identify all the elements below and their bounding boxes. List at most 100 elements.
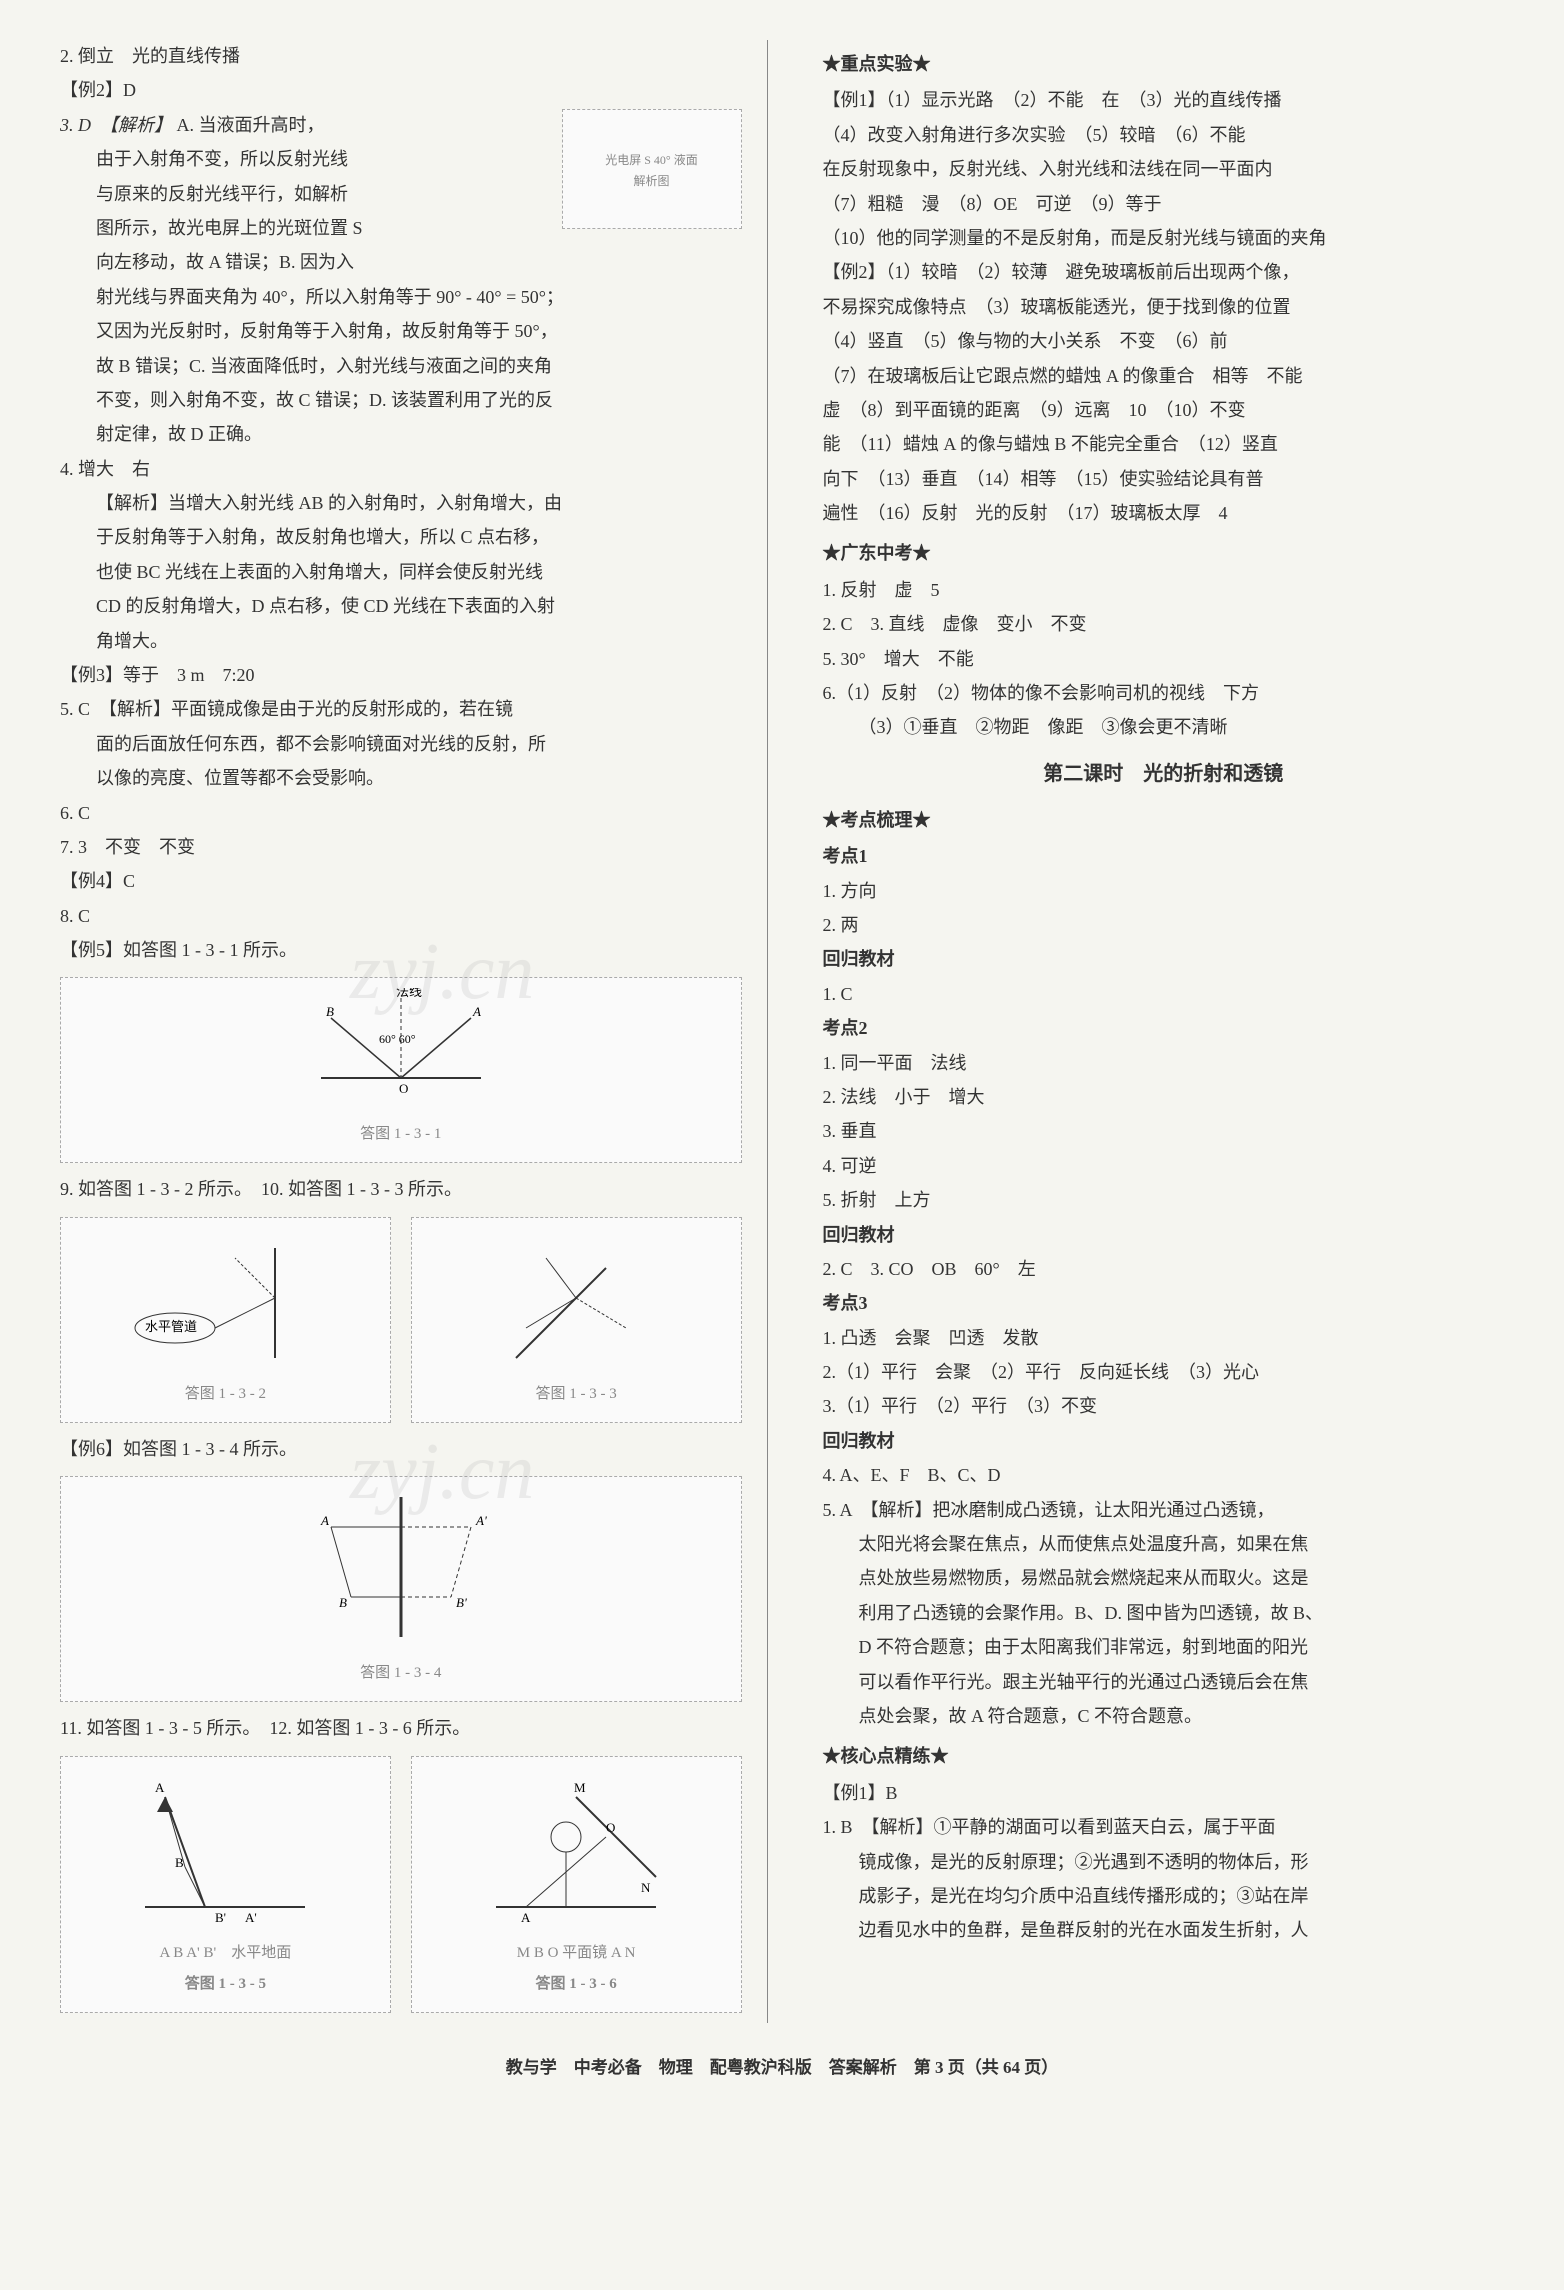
diagram-1-3-5: A B A' B' A B A' B' 水平地面 答图 1 - 3 - 5 (60, 1756, 391, 2013)
right-line-42: 成影子，是光在均匀介质中沿直线传播形成的；③站在岸 (823, 1880, 1505, 1912)
right-line-23: 2. 法线 小于 增大 (823, 1081, 1505, 1113)
right-line-1: 【例1】（1）显示光路 （2）不能 在 （3）光的直线传播 (823, 84, 1505, 116)
diagram-1-3-3-caption: 答图 1 - 3 - 3 (422, 1381, 731, 1408)
left-line-8: 射光线与界面夹角为 40°，所以入射角等于 90° - 40° = 50°； (60, 281, 742, 313)
right-line-5: （10）他的同学测量的不是反射角，而是反射光线与镜面的夹角 (823, 222, 1505, 254)
section-guangdong: ★广东中考★ (823, 537, 1505, 569)
right-line-13: 遍性 （16）反射 光的反射 （17）玻璃板太厚 4 (823, 497, 1505, 529)
left-line-28: 9. 如答图 1 - 3 - 2 所示。 10. 如答图 1 - 3 - 3 所… (60, 1173, 742, 1205)
left-line-12: 射定律，故 D 正确。 (60, 418, 742, 450)
diagram-1-3-3-svg (486, 1228, 666, 1368)
right-line-30: 3.（1）平行 （2）平行 （3）不变 (823, 1390, 1505, 1422)
left-line-1: 2. 倒立 光的直线传播 (60, 40, 742, 72)
right-line-22: 1. 同一平面 法线 (823, 1047, 1505, 1079)
kaodian-2: 考点2 (823, 1012, 1505, 1044)
right-line-41: 镜成像，是光的反射原理；②光遇到不透明的物体后，形 (823, 1846, 1505, 1878)
back-2: 回归教材 (823, 1219, 1505, 1251)
right-line-36: D 不符合题意；由于太阳离我们非常远，射到地面的阳光 (823, 1631, 1505, 1663)
back-3: 回归教材 (823, 1425, 1505, 1457)
right-line-3: 在反射现象中，反射光线、入射光线和法线在同一平面内 (823, 153, 1505, 185)
svg-text:A': A' (245, 1910, 257, 1925)
svg-text:法线: 法线 (396, 988, 422, 999)
right-line-11: 能 （11）蜡烛 A 的像与蜡烛 B 不能完全重合 （12）竖直 (823, 428, 1505, 460)
right-column: ★重点实验★ 【例1】（1）显示光路 （2）不能 在 （3）光的直线传播 （4）… (808, 40, 1505, 2023)
diagram-1-3-1-svg: 法线 B A 60° 60° O (301, 988, 501, 1108)
left-line-17: CD 的反射角增大，D 点右移，使 CD 光线在下表面的入射 (60, 590, 742, 622)
diagram-1-3-6-caption: 答图 1 - 3 - 6 (422, 1971, 731, 1998)
svg-text:O: O (606, 1820, 615, 1835)
diagram-1-3-4-caption: 答图 1 - 3 - 4 (71, 1660, 731, 1687)
svg-text:B: B (326, 1004, 334, 1019)
diagram-1-3-6-svg: M A N O (476, 1767, 676, 1927)
left-line-11: 不变，则入射角不变，故 C 错误；D. 该装置利用了光的反 (60, 384, 742, 416)
right-line-21: 1. C (823, 978, 1505, 1010)
right-line-29: 2.（1）平行 会聚 （2）平行 反向延长线 （3）光心 (823, 1356, 1505, 1388)
lesson-title: 第二课时 光的折射和透镜 (823, 756, 1505, 792)
right-line-43: 边看见水中的鱼群，是鱼群反射的光在水面发生折射，人 (823, 1914, 1505, 1946)
diagram-1-3-4: A A' B B' 答图 1 - 3 - 4 (60, 1476, 742, 1702)
left-line-2: 【例2】D (60, 74, 742, 106)
right-line-12: 向下 （13）垂直 （14）相等 （15）使实验结论具有普 (823, 463, 1505, 495)
right-line-32: 5. A 【解析】把冰磨制成凸透镜，让太阳光通过凸透镜， (823, 1494, 1505, 1526)
svg-text:A: A (320, 1513, 329, 1528)
right-line-33: 太阳光将会聚在焦点，从而使焦点处温度升高，如果在焦 (823, 1528, 1505, 1560)
inline-diagram-caption: 解析图 (633, 174, 669, 188)
svg-text:A: A (155, 1780, 165, 1795)
svg-text:B: B (339, 1595, 347, 1610)
right-line-15: 2. C 3. 直线 虚像 变小 不变 (823, 608, 1505, 640)
right-line-7: 不易探究成像特点 （3）玻璃板能透光，便于找到像的位置 (823, 291, 1505, 323)
section-hexindian: ★核心点精练★ (823, 1740, 1505, 1772)
diagram-1-3-1-caption: 答图 1 - 3 - 1 (71, 1121, 731, 1148)
right-line-17: 6.（1）反射 （2）物体的像不会影响司机的视线 下方 (823, 677, 1505, 709)
left-line-20: 5. C 【解析】平面镜成像是由于光的反射形成的，若在镜 (60, 693, 742, 725)
right-line-18: （3）①垂直 ②物距 像距 ③像会更不清晰 (823, 711, 1505, 743)
right-line-24: 3. 垂直 (823, 1115, 1505, 1147)
svg-text:A: A (521, 1910, 531, 1925)
diagram-1-3-2-caption: 答图 1 - 3 - 2 (71, 1381, 380, 1408)
right-line-35: 利用了凸透镜的会聚作用。B、D. 图中皆为凹透镜，故 B、 (823, 1597, 1505, 1629)
svg-text:A': A' (475, 1513, 487, 1528)
right-line-34: 点处放些易燃物质，易燃品就会燃烧起来从而取火。这是 (823, 1562, 1505, 1594)
diagram-1-3-2-svg: 水平管道 (125, 1228, 325, 1368)
diagram-1-3-3: 答图 1 - 3 - 3 (411, 1217, 742, 1423)
svg-text:A: A (472, 1004, 481, 1019)
left-line-10: 故 B 错误；C. 当液面降低时，入射光线与液面之间的夹角 (60, 350, 742, 382)
left-line-3b: A. 当液面升高时， (177, 115, 325, 135)
diagram-1-3-1: 法线 B A 60° 60° O 答图 1 - 3 - 1 (60, 977, 742, 1163)
left-line-25: 【例4】C (60, 865, 742, 897)
inline-diagram: 光电屏 S 40° 液面 解析图 (562, 109, 742, 229)
right-line-10: 虚 （8）到平面镜的距离 （9）远离 10 （10）不变 (823, 394, 1505, 426)
left-line-3a: 3. D 【解析】 (60, 115, 172, 135)
diagram-1-3-2: 水平管道 答图 1 - 3 - 2 (60, 1217, 391, 1423)
left-line-26: 8. C (60, 900, 742, 932)
right-line-8: （4）竖直 （5）像与物的大小关系 不变 （6）前 (823, 325, 1505, 357)
left-line-23: 6. C (60, 797, 742, 829)
svg-text:60° 60°: 60° 60° (379, 1032, 416, 1046)
right-line-16: 5. 30° 增大 不能 (823, 643, 1505, 675)
svg-text:B: B (175, 1855, 184, 1870)
inline-diagram-label: 光电屏 S 40° 液面 (605, 153, 697, 167)
kaodian-3: 考点3 (823, 1287, 1505, 1319)
left-column: 2. 倒立 光的直线传播 【例2】D 光电屏 S 40° 液面 解析图 3. D… (60, 40, 768, 2023)
right-line-40: 1. B 【解析】①平静的湖面可以看到蓝天白云，属于平面 (823, 1811, 1505, 1843)
svg-text:O: O (399, 1081, 408, 1096)
right-line-27: 2. C 3. CO OB 60° 左 (823, 1253, 1505, 1285)
right-line-38: 点处会聚，故 A 符合题意，C 不符合题意。 (823, 1700, 1505, 1732)
back-1: 回归教材 (823, 943, 1505, 975)
left-line-30: 11. 如答图 1 - 3 - 5 所示。 12. 如答图 1 - 3 - 6 … (60, 1712, 742, 1744)
section-experiments: ★重点实验★ (823, 48, 1505, 80)
right-line-26: 5. 折射 上方 (823, 1184, 1505, 1216)
page-footer: 教与学 中考必备 物理 配粤教沪科版 答案解析 第 3 页（共 64 页） (60, 2053, 1504, 2084)
right-line-39: 【例1】B (823, 1777, 1505, 1809)
left-line-18: 角增大。 (60, 625, 742, 657)
svg-text:M: M (574, 1780, 586, 1795)
page-container: 2. 倒立 光的直线传播 【例2】D 光电屏 S 40° 液面 解析图 3. D… (60, 40, 1504, 2023)
right-line-6: 【例2】（1）较暗 （2）较薄 避免玻璃板前后出现两个像， (823, 256, 1505, 288)
right-line-28: 1. 凸透 会聚 凹透 发散 (823, 1322, 1505, 1354)
left-line-15: 于反射角等于入射角，故反射角也增大，所以 C 点右移， (60, 521, 742, 553)
diagram-1-3-5-svg: A B A' B' (125, 1767, 325, 1927)
kaodian-1: 考点1 (823, 840, 1505, 872)
left-line-27: 【例5】如答图 1 - 3 - 1 所示。 (60, 934, 742, 966)
svg-text:N: N (641, 1880, 651, 1895)
svg-text:B': B' (215, 1910, 226, 1925)
